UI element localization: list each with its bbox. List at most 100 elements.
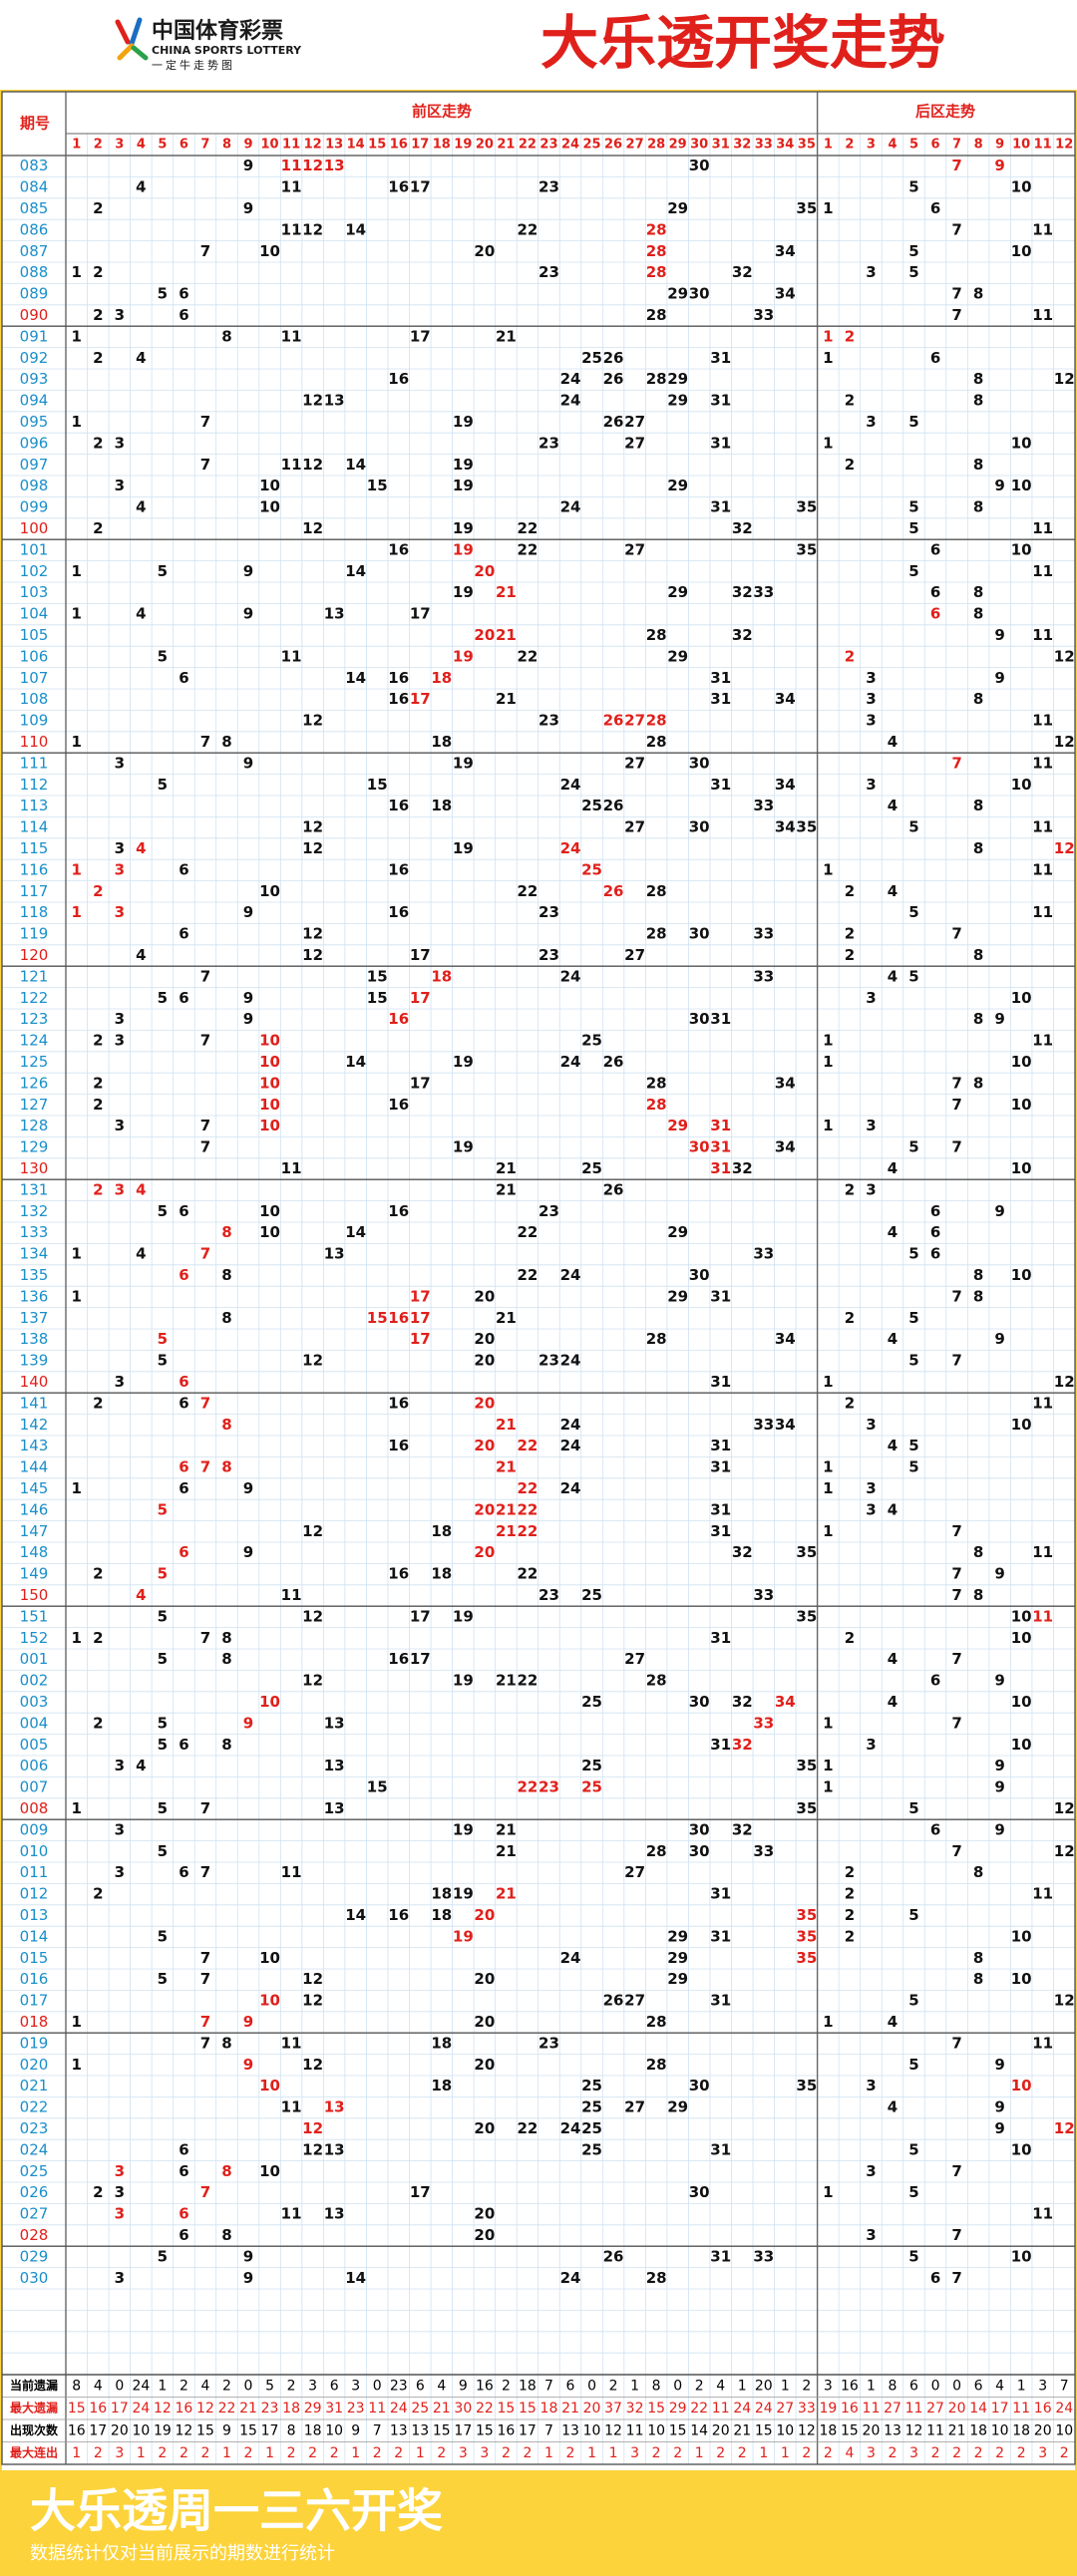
- front-number: 26: [603, 1180, 624, 1198]
- stats-value: 15: [841, 2422, 859, 2438]
- back-number: 3: [866, 2077, 876, 2094]
- front-number: 32: [732, 1543, 753, 1561]
- front-number: 6: [179, 2205, 188, 2223]
- front-number: 5: [158, 1330, 168, 1348]
- front-number: 21: [496, 1180, 517, 1198]
- back-number: 5: [908, 1138, 918, 1156]
- back-column-label: 8: [974, 138, 983, 153]
- front-number: 12: [302, 220, 323, 238]
- front-number: 10: [259, 882, 280, 900]
- front-column-label: 15: [368, 138, 386, 153]
- back-number: 7: [951, 1352, 961, 1370]
- front-number: 19: [453, 647, 474, 665]
- front-number: 6: [179, 1458, 188, 1476]
- issue: 017: [20, 1992, 49, 2010]
- front-number: 16: [388, 1437, 409, 1454]
- front-number: 4: [136, 839, 146, 857]
- front-number: 12: [302, 712, 323, 730]
- stats-value: 11: [712, 2401, 730, 2416]
- front-number: 9: [243, 1479, 253, 1497]
- back-number: 1: [823, 1458, 833, 1476]
- back-number: 5: [908, 818, 918, 836]
- stats-value: 18: [540, 2401, 558, 2416]
- issue: 016: [20, 1970, 49, 1988]
- front-number: 35: [796, 1949, 817, 1967]
- back-number: 11: [1032, 1032, 1053, 1050]
- stats-value: 17: [519, 2422, 537, 2438]
- front-number: 12: [302, 519, 323, 537]
- front-number: 23: [538, 946, 559, 964]
- stats-value: 20: [863, 2422, 881, 2438]
- issue: 098: [20, 477, 49, 494]
- front-number: 16: [388, 1565, 409, 1583]
- front-number: 31: [710, 1500, 731, 1518]
- issue: 085: [20, 199, 49, 217]
- front-number: 8: [221, 2034, 231, 2052]
- front-number: 20: [474, 1287, 495, 1305]
- stats-value: 1: [265, 2445, 274, 2461]
- back-column-label: 6: [931, 138, 940, 153]
- back-number: 1: [823, 199, 833, 217]
- front-number: 15: [367, 477, 388, 494]
- front-number: 33: [753, 967, 774, 985]
- back-number: 10: [1011, 242, 1032, 260]
- stats-value: 4: [716, 2378, 725, 2394]
- back-number: 2: [845, 1927, 855, 1945]
- front-number: 34: [775, 1693, 796, 1711]
- stats-value: 17: [454, 2422, 472, 2438]
- issue: 123: [20, 1010, 49, 1028]
- back-number: 6: [930, 540, 940, 558]
- stats-value: 15: [669, 2422, 687, 2438]
- stats-value: 2: [716, 2445, 725, 2461]
- issue: 107: [20, 669, 49, 687]
- front-column-label: 3: [115, 138, 124, 153]
- back-number: 12: [1054, 733, 1075, 751]
- stats-value: 18: [519, 2378, 537, 2394]
- stats-value: 1: [609, 2445, 618, 2461]
- back-number: 6: [930, 2269, 940, 2287]
- back-number: 8: [973, 583, 983, 601]
- front-number: 35: [796, 1607, 817, 1625]
- issue: 114: [20, 818, 49, 836]
- front-number: 7: [200, 2013, 210, 2031]
- front-number: 34: [775, 1074, 796, 1092]
- front-number: 28: [646, 306, 667, 324]
- back-number: 5: [908, 1245, 918, 1263]
- stats-value: 1: [158, 2378, 167, 2394]
- front-number: 11: [281, 220, 302, 238]
- back-number: 10: [1011, 1159, 1032, 1177]
- back-number: 1: [823, 1778, 833, 1796]
- stats-value: 2: [931, 2445, 940, 2461]
- front-number: 28: [646, 220, 667, 238]
- front-number: 10: [259, 1032, 280, 1050]
- stats-value: 13: [411, 2422, 429, 2438]
- stats-value: 7: [544, 2422, 553, 2438]
- front-number: 33: [753, 306, 774, 324]
- front-number: 13: [324, 2205, 345, 2223]
- front-number: 7: [200, 1394, 210, 1412]
- stats-value: 0: [931, 2378, 940, 2394]
- front-number: 28: [646, 1672, 667, 1690]
- issue: 021: [20, 2077, 49, 2094]
- stats-value: 15: [239, 2422, 257, 2438]
- stats-value: 3: [459, 2445, 468, 2461]
- issue: 129: [20, 1138, 49, 1156]
- stats-value: 4: [845, 2445, 854, 2461]
- stats-value: 2: [974, 2445, 983, 2461]
- stats-value: 3: [867, 2445, 876, 2461]
- issue: 118: [20, 903, 49, 921]
- issue: 008: [20, 1799, 49, 1817]
- front-number: 32: [732, 583, 753, 601]
- back-number: 4: [888, 1223, 898, 1241]
- front-number: 16: [388, 860, 409, 878]
- front-column-label: 22: [519, 138, 537, 153]
- back-number: 8: [973, 946, 983, 964]
- front-number: 1: [72, 1287, 82, 1305]
- stats-value: 11: [926, 2422, 944, 2438]
- front-number: 5: [158, 1736, 168, 1754]
- front-number: 18: [431, 1522, 452, 1540]
- back-column-label: 10: [1012, 138, 1030, 153]
- front-number: 20: [474, 1330, 495, 1348]
- stats-value: 3: [1038, 2445, 1047, 2461]
- front-number: 8: [221, 1416, 231, 1434]
